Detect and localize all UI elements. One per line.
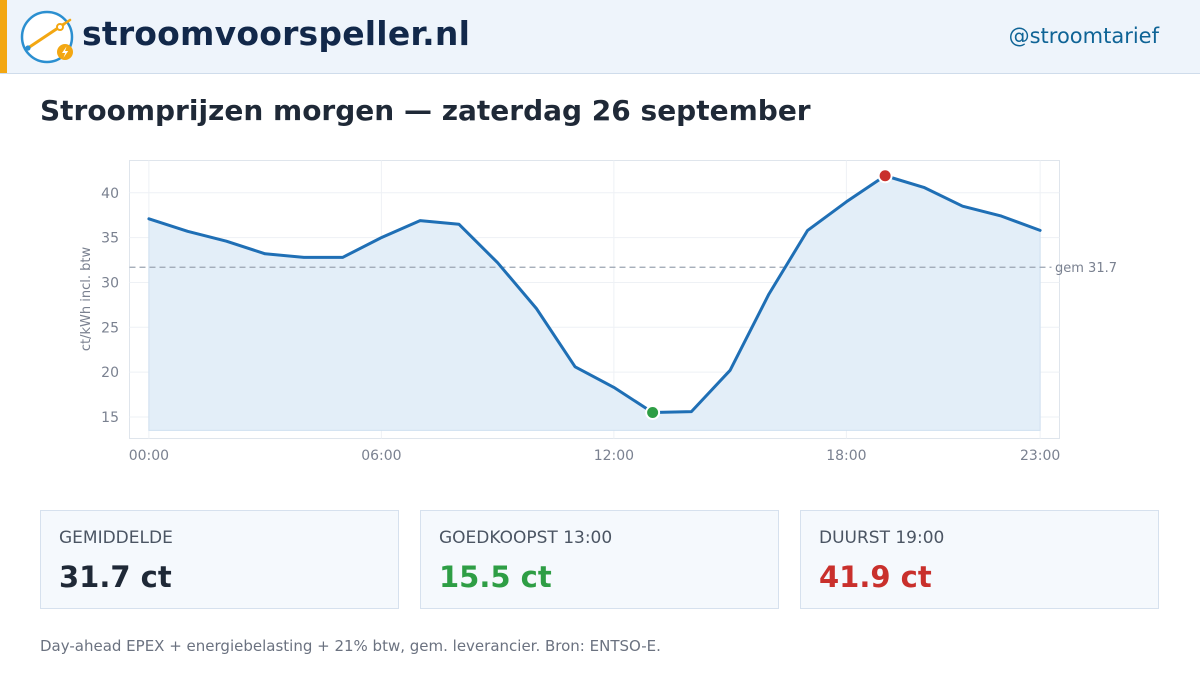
average-line-group: gem 31.7	[129, 261, 1117, 276]
stat-value: 31.7 ct	[59, 560, 172, 594]
x-tick-label: 18:00	[826, 448, 866, 464]
header: stroomvoorspeller.nl @stroomtarief	[0, 0, 1200, 74]
stat-label: DUURST 19:00	[819, 528, 945, 548]
stat-label: GEMIDDELDE	[59, 528, 173, 548]
markers	[645, 168, 893, 420]
power-line-bolt-icon	[20, 10, 74, 64]
footnote: Day-ahead EPEX + energiebelasting + 21% …	[40, 637, 661, 655]
y-tick-label: 35	[101, 231, 119, 247]
stat-label: GOEDKOOPST 13:00	[439, 528, 613, 548]
stat-card-most-expensive: DUURST 19:00 41.9 ct	[800, 510, 1159, 609]
y-tick-labels: 15 20 25 30 35 40	[101, 186, 119, 426]
page-title: Stroomprijzen morgen — zaterdag 26 septe…	[40, 94, 811, 127]
x-tick-label: 00:00	[129, 448, 169, 464]
header-accent-bar	[0, 0, 7, 73]
price-chart: gem 31.7 15 20 25 30 35 40 00:00 06:00 12:00 18:…	[79, 160, 1117, 464]
min-marker	[645, 404, 661, 420]
y-tick-label: 40	[101, 186, 119, 202]
max-marker	[877, 168, 893, 184]
y-tick-label: 20	[101, 365, 119, 381]
y-tick-label: 25	[101, 320, 119, 336]
x-tick-label: 06:00	[361, 448, 401, 464]
x-tick-label: 23:00	[1020, 448, 1060, 464]
social-handle[interactable]: @stroomtarief	[1008, 24, 1159, 48]
y-axis-title: ct/kWh incl. btw	[79, 247, 94, 352]
stat-card-average: GEMIDDELDE 31.7 ct	[40, 510, 399, 609]
site-name[interactable]: stroomvoorspeller.nl	[82, 14, 471, 53]
average-label: gem 31.7	[1055, 261, 1117, 276]
y-tick-label: 15	[101, 410, 119, 426]
stat-value: 15.5 ct	[439, 560, 552, 594]
y-tick-label: 30	[101, 275, 119, 291]
x-tick-label: 12:00	[594, 448, 634, 464]
x-tick-labels: 00:00 06:00 12:00 18:00 23:00	[129, 448, 1061, 464]
stat-card-cheapest: GOEDKOOPST 13:00 15.5 ct	[420, 510, 779, 609]
stat-value: 41.9 ct	[819, 560, 932, 594]
